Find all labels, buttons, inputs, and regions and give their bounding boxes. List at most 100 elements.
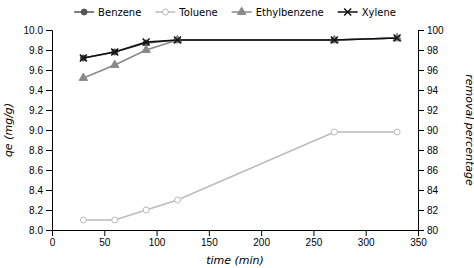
y-axis: 8.08.28.48.68.89.09.29.49.69.810.0 [24,25,53,236]
legend-marker [238,7,246,14]
tick: 50 [99,230,111,248]
series [80,35,401,62]
legend-marker [81,9,87,15]
tick-mark [46,210,52,211]
point [142,45,150,52]
tick-mark [418,210,424,211]
axis-line [46,31,53,231]
tick-label: 0 [50,237,56,248]
legend-label: Xylene [362,7,396,18]
tick-label: 9.0 [29,125,43,136]
legend-marker [344,9,351,16]
legend-item: Xylene [338,7,396,18]
tick: 92 [418,105,439,116]
x-axis-title: time (min) [206,254,264,267]
tick: 96 [418,65,439,76]
legend-item: Benzene [74,7,141,18]
tick: 9.6 [29,65,52,76]
tick-label: 90 [427,125,439,136]
tick: 8.4 [29,185,52,196]
tick: 250 [306,230,323,248]
tick: 350 [410,230,427,248]
tick-label: 9.8 [29,45,43,56]
point [331,37,338,44]
plot-area: 0501001502002503003508.08.28.48.68.89.09… [24,25,445,248]
tick-mark [418,110,424,111]
point [111,49,118,56]
y-axis-title: qe (mg/g) [2,103,15,157]
tick: 9.4 [29,85,52,96]
tick-label: 100 [427,25,444,36]
tick-label: 250 [306,237,323,248]
tick: 9.8 [29,45,52,56]
tick: 10.0 [24,25,52,36]
tick-mark [209,230,210,236]
point [80,217,86,223]
tick-label: 100 [149,237,166,248]
tick: 100 [418,25,444,36]
tick-mark [418,30,424,31]
tick-label: 10.0 [24,25,44,36]
series-line [83,38,397,58]
tick-mark [46,170,52,171]
tick-label: 86 [427,165,439,176]
tick-label: 150 [201,237,218,248]
tick-mark [46,150,52,151]
tick-mark [46,190,52,191]
tick: 150 [201,230,218,248]
legend-label: Toluene [178,7,217,18]
legend-label: Benzene [98,7,141,18]
tick: 8.6 [29,165,52,176]
series-line [83,132,397,220]
series [80,129,400,223]
point [143,207,149,213]
tick-label: 350 [410,237,427,248]
tick-mark [418,130,424,131]
tick-mark [104,230,105,236]
legend: Benzene Toluene Ethylbenzene Xylene [74,7,396,18]
tick-label: 8.6 [29,165,43,176]
tick-label: 92 [427,105,439,116]
point [174,197,180,203]
tick: 9.2 [29,105,52,116]
tick-label: 94 [427,85,439,96]
tick: 98 [418,45,439,56]
tick: 88 [418,145,439,156]
legend-item: Toluene [155,7,217,18]
y2-axis-title: removal percentage [463,74,474,186]
tick-label: 8.4 [29,185,43,196]
point [111,60,119,67]
tick-mark [418,230,424,231]
legend-label: Ethylbenzene [256,7,324,18]
series-group [79,33,401,223]
tick-mark [46,90,52,91]
tick-label: 96 [427,65,439,76]
legend-marker [162,9,168,15]
tick-mark [418,170,424,171]
tick: 86 [418,165,439,176]
tick-label: 80 [427,225,439,236]
tick-mark [46,130,52,131]
chart: 0501001502002503003508.08.28.48.68.89.09… [0,0,474,268]
tick: 82 [418,205,439,216]
tick: 300 [358,230,375,248]
tick-label: 300 [358,237,375,248]
x-axis: 0 50 100 150 200 250 300 350 [50,230,428,248]
tick-label: 9.6 [29,65,43,76]
tick-label: 9.4 [29,85,43,96]
tick: 90 [418,125,439,136]
tick-label: 200 [253,237,270,248]
point [143,39,150,46]
legend-item: Ethylbenzene [232,7,324,18]
tick-mark [46,50,52,51]
tick-label: 98 [427,45,439,56]
point [394,35,401,42]
tick: 84 [418,185,439,196]
point [79,73,87,80]
tick-mark [261,230,262,236]
tick-mark [418,150,424,151]
point [80,55,87,62]
tick-label: 84 [427,185,439,196]
tick: 8.0 [29,225,52,236]
axis-line [419,31,425,231]
